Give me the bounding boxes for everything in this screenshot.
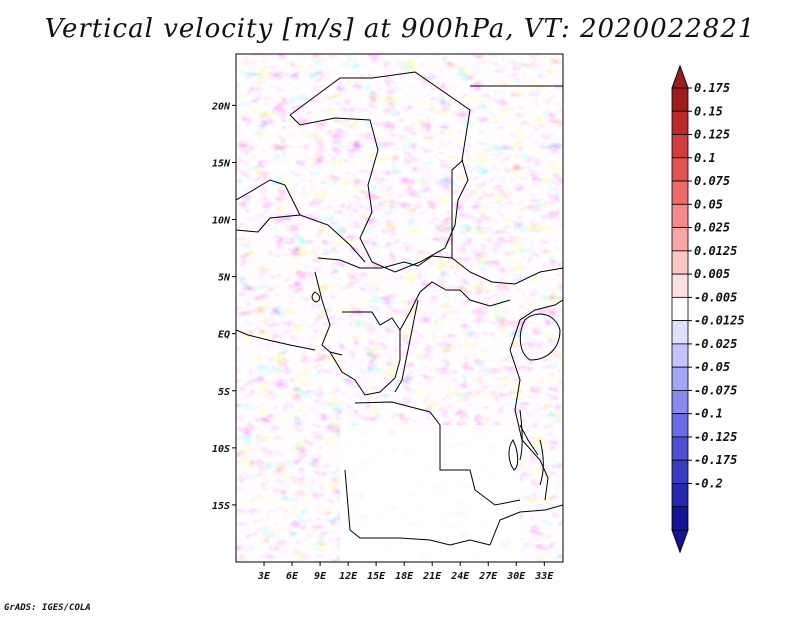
colorbar-label: 0.175 [694,81,730,95]
colorbar-swatch [671,436,689,461]
lat-tick-label: 20N [211,101,231,112]
colorbar-swatch [671,413,689,438]
colorbar-swatch [671,296,689,322]
colorbar-swatch [671,459,689,484]
credit-text: GrADS: IGES/COLA [4,603,91,613]
colorbar-swatch [671,110,689,135]
colorbar-label: 0.125 [694,128,730,142]
colorbar-swatch [671,390,689,415]
colorbar-label: -0.125 [694,430,737,444]
longitude-axis: 3E 6E 9E 12E 15E 18E 21E 24E 27E 30E 33E [257,562,554,582]
lon-tick-label: 18E [395,571,414,582]
colorbar-swatch [671,320,689,345]
colorbar-swatch [671,157,689,182]
colorbar-swatch [671,506,689,531]
colorbar-label: 0.075 [694,174,730,188]
colorbar: 0.175 0.15 0.125 0.1 0.075 0.05 0.025 0.0125 0.0… [671,64,745,554]
lat-tick-label: 5S [218,387,230,398]
latitude-axis: 20N 15N 10N 5N EQ 5S 10S 15S [211,101,236,512]
colorbar-label: 0.005 [694,267,730,281]
lat-tick-label: 10N [212,216,231,227]
colorbar-label: -0.05 [694,360,730,374]
lat-tick-label: EQ [218,330,230,341]
lon-tick-label: 24E [450,571,470,582]
colorbar-label: 0.1 [694,151,716,165]
map-frame [235,53,564,563]
lat-tick-label: 10S [212,444,230,455]
chart-title: Vertical velocity [m/s] at 900hPa, VT: 2… [44,14,756,44]
lat-tick-label: 15S [212,501,230,512]
velocity-field [236,54,563,562]
lon-tick-label: 27E [478,571,498,582]
lon-tick-label: 6E [286,571,299,582]
colorbar-max-triangle [671,64,689,89]
lon-tick-label: 12E [339,571,358,582]
colorbar-label: -0.0125 [694,314,745,328]
colorbar-label: 0.05 [694,197,723,211]
colorbar-label: 0.025 [694,221,730,235]
colorbar-swatch [671,343,689,368]
colorbar-label: -0.175 [694,453,737,467]
lon-tick-label: 15E [367,571,386,582]
lat-tick-label: 5N [218,273,231,284]
colorbar-label: -0.025 [694,337,737,351]
colorbar-label: 0.15 [694,104,723,118]
colorbar-label: -0.2 [694,476,723,490]
colorbar-label: -0.075 [694,383,737,397]
colorbar-swatch [671,366,689,391]
lon-tick-label: 30E [506,571,526,582]
lat-tick-label: 15N [212,158,231,169]
colorbar-min-triangle [671,529,689,554]
colorbar-swatch [671,180,689,205]
coastlines-lakes [311,291,561,486]
colorbar-label: -0.1 [694,407,723,421]
colorbar-swatch [671,250,689,275]
colorbar-swatch [671,483,689,508]
colorbar-swatch [671,227,689,252]
colorbar-swatch [671,134,689,159]
lon-tick-label: 33E [534,571,554,582]
colorbar-swatch [671,273,689,298]
colorbar-swatch [671,203,689,228]
colorbar-label: -0.005 [694,290,737,304]
lon-tick-label: 21E [422,571,442,582]
lon-tick-label: 9E [314,571,327,582]
colorbar-swatch [671,87,689,112]
colorbar-label: 0.0125 [694,244,737,258]
lon-tick-label: 3E [257,571,271,582]
